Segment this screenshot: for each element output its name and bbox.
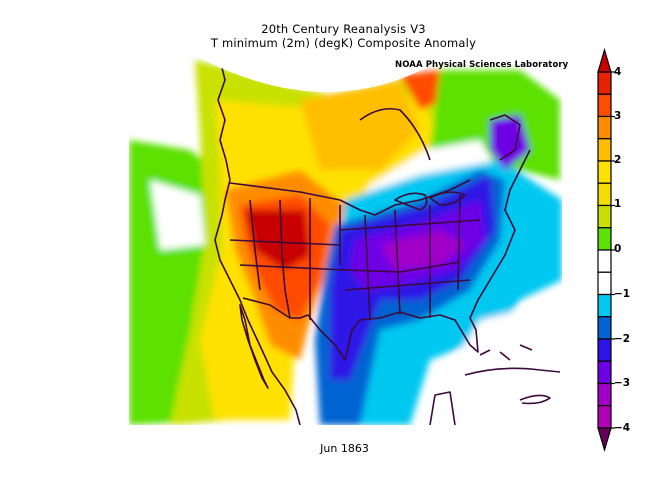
colorbar-box: [597, 182, 612, 207]
colorbar-box: [597, 204, 612, 229]
credit-label: NOAA Physical Sciences Laboratory: [395, 60, 569, 70]
map-field: [129, 58, 562, 425]
colorbar-tick-neg2: −2: [614, 333, 631, 345]
colorbar-tick-4: 4: [614, 66, 622, 78]
colorbar-box: [597, 227, 612, 251]
colorbar-tick-1: 1: [614, 198, 622, 210]
colorbar-box: [597, 71, 612, 95]
colorbar-box: [597, 316, 612, 340]
date-label: Jun 1863: [320, 442, 369, 455]
colorbar-tick-neg3: −3: [614, 377, 631, 389]
colorbar-box: [597, 93, 612, 118]
figure-title-line1: 20th Century Reanalysis V3: [261, 22, 426, 36]
figure-title-line2: T minimum (2m) (degK) Composite Anomaly: [210, 36, 477, 50]
colorbar-tick-2: 2: [614, 154, 622, 166]
colorbar-box: [597, 360, 612, 385]
colorbar-tick-neg4: −4: [614, 422, 631, 434]
colorbar-over-arrow: [597, 47, 612, 73]
colorbar-box: [597, 293, 612, 318]
colorbar-box: [597, 382, 612, 407]
colorbar-box: [597, 249, 612, 273]
coastlines: [214, 59, 561, 425]
colorbar-under-arrow: [597, 427, 612, 453]
colorbar-tick-3: 3: [614, 110, 622, 122]
colorbar-box: [597, 138, 612, 162]
colorbar-tick-0: 0: [614, 243, 622, 255]
colorbar-box: [597, 338, 612, 362]
colorbar-box: [597, 160, 612, 184]
colorbar-box: [597, 271, 612, 296]
colorbar-box: [597, 405, 612, 429]
colorbar-tick-neg1: −1: [614, 288, 631, 300]
colorbar-boxes: [597, 47, 615, 453]
colorbar-box: [597, 115, 612, 140]
